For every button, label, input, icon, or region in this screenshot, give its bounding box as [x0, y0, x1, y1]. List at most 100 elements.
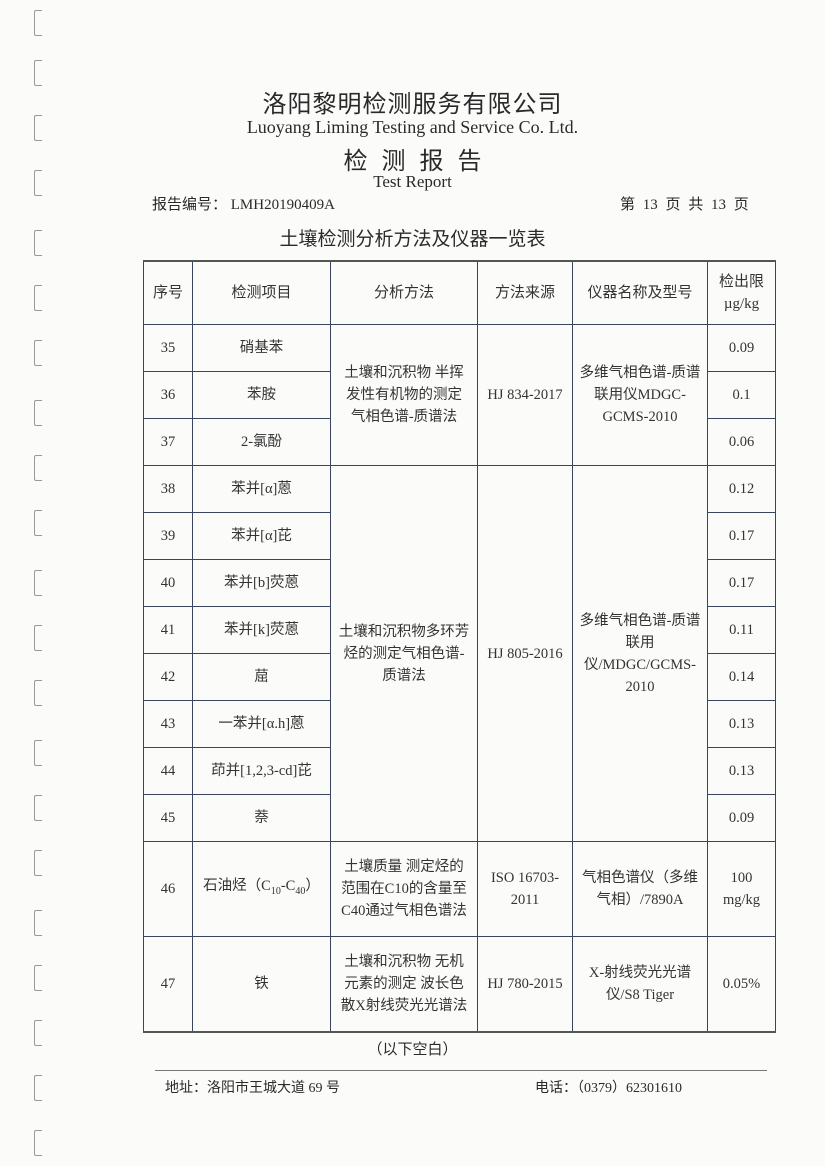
- page-info: 第 13 页 共 13 页: [620, 197, 749, 213]
- table-row: 35 硝基苯 土壤和沉积物 半挥发性有机物的测定 气相色谱-质谱法 HJ 834-20…: [143, 324, 776, 466]
- binder-hole-mark: [34, 850, 42, 876]
- table-row: 47 铁土壤和沉积物 无机元素的测定 波长色散X射线荧光光谱法 HJ 780-201…: [143, 936, 776, 1033]
- binder-hole-mark: [34, 1130, 42, 1156]
- cell-no: 39: [143, 512, 193, 560]
- table-row: 36 苯胺 0.1: [143, 371, 776, 419]
- binder-hole-mark: [34, 285, 42, 311]
- table-title: 土壤检测分析方法及仪器一览表: [279, 229, 546, 250]
- binder-hole-mark: [34, 510, 42, 536]
- cell-method: 土壤和沉积物 无机元素的测定 波长色散X射线荧光光谱法: [330, 936, 478, 1033]
- col-header-no: 序号: [143, 260, 193, 325]
- cell-item: 苯胺: [192, 371, 331, 419]
- cell-instrument: X-射线荧光光谱仪/S8 Tiger: [572, 936, 708, 1033]
- table-row: 40 苯并[b]荧蒽 0.17: [143, 559, 776, 607]
- cell-method: 土壤和沉积物 半挥发性有机物的测定 气相色谱-质谱法: [330, 324, 478, 466]
- table-header-row: 序号 检测项目 分析方法 方法来源 仪器名称及型号 检出限 µg/kg: [143, 260, 776, 325]
- cell-no: 35: [143, 324, 193, 372]
- table-row: 38 苯并[α]蒽 土壤和沉积物多环芳烃的测定气相色谱-质谱法 HJ 805-2016…: [143, 465, 776, 842]
- cell-no: 43: [143, 700, 193, 748]
- cell-method: 土壤和沉积物多环芳烃的测定气相色谱-质谱法: [330, 465, 478, 842]
- col-header-instrument: 仪器名称及型号: [572, 260, 708, 325]
- binder-hole-mark: [34, 340, 42, 366]
- binder-hole-mark: [34, 740, 42, 766]
- company-name-en: Luoyang Liming Testing and Service Co. L…: [246, 117, 579, 137]
- company-name-cn: 洛阳黎明检测服务有限公司: [262, 92, 563, 118]
- binder-hole-mark: [34, 680, 42, 706]
- cell-limit: 0.13: [707, 700, 776, 748]
- report-title-en: Test Report: [373, 172, 452, 191]
- binder-hole-mark: [34, 570, 42, 596]
- table-row: 41 苯并[k]荧蒽 0.11: [143, 606, 776, 654]
- cell-limit: 0.17: [707, 559, 776, 607]
- cell-instrument: 多维气相色谱-质谱联用仪/MDGC/GCMS-2010: [572, 465, 708, 842]
- binder-hole-mark: [34, 795, 42, 821]
- binder-hole-mark: [34, 625, 42, 651]
- cell-item: 石油烃（C10-C40）: [192, 841, 331, 937]
- footer-phone: 电话：（0379）62301610: [535, 1081, 682, 1096]
- cell-no: 41: [143, 606, 193, 654]
- cell-item: 苯并[k]荧蒽: [192, 606, 331, 654]
- cell-no: 42: [143, 653, 193, 701]
- binder-hole-mark: [34, 965, 42, 991]
- limit-unit: µg/kg: [723, 296, 760, 312]
- blank-note: （以下空白）: [367, 1042, 458, 1058]
- limit-label: 检出限: [718, 274, 764, 290]
- cell-source: ISO 16703-2011: [477, 841, 573, 937]
- cell-item: 一苯并[α.h]蒽: [192, 700, 331, 748]
- footer-address: 地址：洛阳市王城大道 69 号: [165, 1081, 340, 1096]
- table-row: 45 萘 0.09: [143, 794, 776, 842]
- col-header-limit: 检出限 µg/kg: [707, 260, 776, 325]
- cell-source: HJ 805-2016: [477, 465, 573, 842]
- cell-item: 苯并[α]蒽: [192, 465, 331, 513]
- cell-item: 2-氯酚: [192, 418, 331, 466]
- cell-no: 37: [143, 418, 193, 466]
- methods-table: 序号 检测项目 分析方法 方法来源 仪器名称及型号 检出限 µg/kg 35 硝基苯…: [143, 260, 776, 1033]
- cell-limit: 0.05%: [707, 936, 776, 1033]
- table-row: 46 石油烃（C10-C40） 土壤质量 测定烃的范围在C10的含量至C40通过气相…: [143, 841, 776, 937]
- binder-hole-mark: [34, 230, 42, 256]
- report-number: 报告编号： LMH20190409A: [152, 193, 335, 214]
- cell-limit: 0.06: [707, 418, 776, 466]
- cell-no: 45: [143, 794, 193, 842]
- cell-no: 46: [143, 841, 193, 937]
- col-header-source: 方法来源: [477, 260, 573, 325]
- cell-no: 40: [143, 559, 193, 607]
- binder-hole-mark: [34, 60, 42, 86]
- cell-limit: 0.11: [707, 606, 776, 654]
- cell-limit: 0.13: [707, 747, 776, 795]
- table-row: 43 一苯并[α.h]蒽 0.13: [143, 700, 776, 748]
- binder-hole-mark: [34, 170, 42, 196]
- cell-limit: 0.12: [707, 465, 776, 513]
- cell-instrument: 多维气相色谱-质谱联用仪MDGC-GCMS-2010: [572, 324, 708, 466]
- cell-method: 土壤质量 测定烃的范围在C10的含量至C40通过气相色谱法: [330, 841, 478, 937]
- binder-hole-mark: [34, 910, 42, 936]
- binder-hole-mark: [34, 400, 42, 426]
- cell-no: 44: [143, 747, 193, 795]
- report-number-value: LMH20190409A: [230, 197, 335, 213]
- cell-limit: 0.17: [707, 512, 776, 560]
- cell-no: 38: [143, 465, 193, 513]
- cell-item: 苯并[α]芘: [192, 512, 331, 560]
- cell-limit: 0.14: [707, 653, 776, 701]
- binder-hole-mark: [34, 1075, 42, 1101]
- cell-item: 萘: [192, 794, 331, 842]
- cell-no: 47: [143, 936, 193, 1033]
- binder-hole-mark: [34, 115, 42, 141]
- col-header-method: 分析方法: [330, 260, 478, 325]
- cell-item: 铁: [192, 936, 331, 1033]
- report-title-cn: 检测报告: [343, 149, 496, 175]
- cell-limit: 100 mg/kg: [707, 841, 776, 937]
- cell-source: HJ 834-2017: [477, 324, 573, 466]
- col-header-item: 检测项目: [192, 260, 331, 325]
- report-number-label: 报告编号：: [152, 197, 228, 213]
- binder-hole-mark: [34, 1020, 42, 1046]
- cell-no: 36: [143, 371, 193, 419]
- binder-hole-mark: [34, 455, 42, 481]
- cell-item: 䓛: [192, 653, 331, 701]
- cell-limit: 0.1: [707, 371, 776, 419]
- cell-limit: 0.09: [707, 324, 776, 372]
- cell-limit: 0.09: [707, 794, 776, 842]
- binder-hole-mark: [34, 10, 42, 36]
- cell-item: 硝基苯: [192, 324, 331, 372]
- footer-divider: [155, 1070, 767, 1071]
